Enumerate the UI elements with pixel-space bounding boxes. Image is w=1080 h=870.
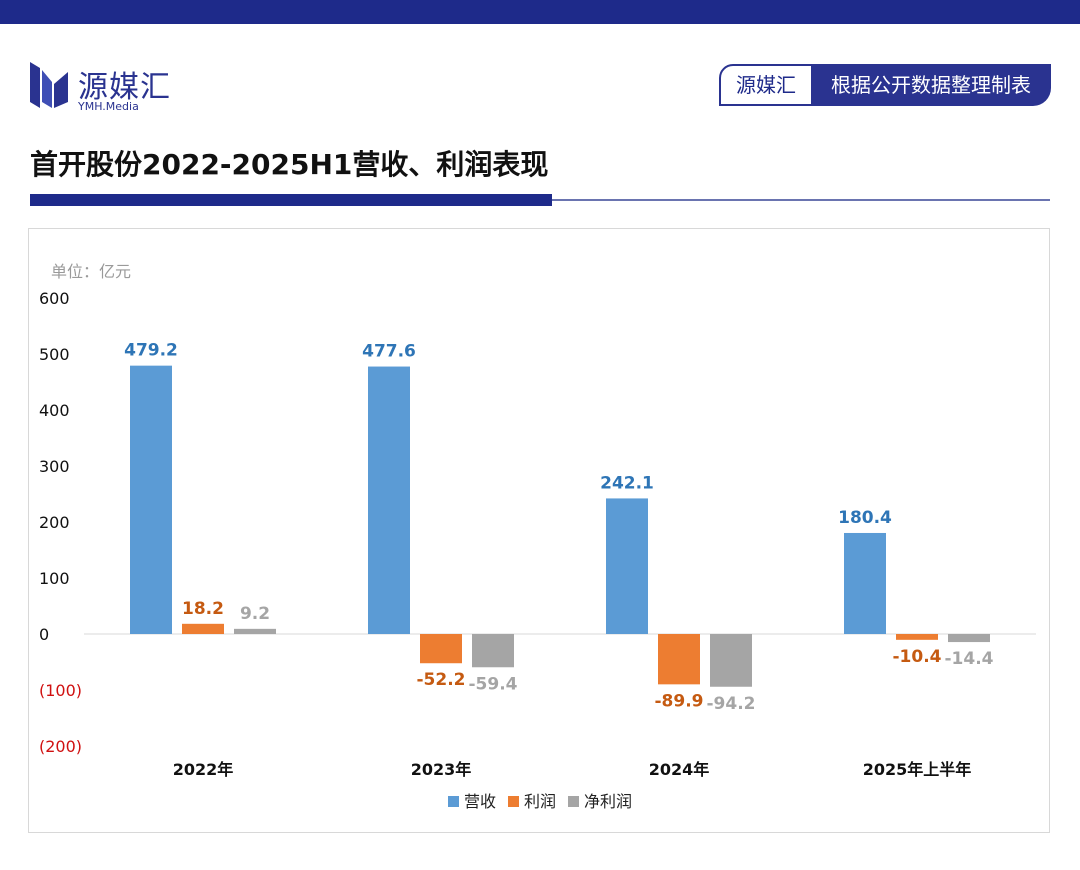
data-label-revenue: 477.6	[362, 342, 416, 362]
y-tick-label: 600	[39, 289, 70, 308]
data-label-net-profit: 9.2	[240, 604, 270, 624]
y-tick-label: 300	[39, 457, 70, 476]
source-badge-note: 根据公开数据整理制表	[811, 64, 1051, 106]
data-label-profit: -89.9	[655, 691, 704, 711]
legend-label-profit: 利润	[524, 792, 556, 811]
bar-profit	[420, 634, 462, 664]
data-label-profit: -10.4	[893, 647, 942, 667]
y-tick-label: 0	[39, 625, 49, 644]
bar-net-profit	[472, 634, 514, 668]
data-label-revenue: 479.2	[124, 341, 178, 361]
page-title: 首开股份2022-2025H1营收、利润表现	[30, 148, 549, 181]
unit-label: 单位：亿元	[51, 262, 131, 281]
bar-revenue	[844, 532, 886, 634]
x-category-label: 2023年	[411, 760, 472, 779]
bar-net-profit	[234, 628, 276, 634]
bar-profit	[896, 634, 938, 640]
legend-swatch-net-profit	[568, 796, 579, 807]
bar-profit	[658, 634, 700, 685]
bar-net-profit	[710, 634, 752, 687]
y-tick-label: 100	[39, 569, 70, 588]
data-label-revenue: 242.1	[600, 473, 654, 493]
brand-logo: 源媒汇 YMH.Media	[30, 60, 180, 113]
legend-swatch-profit	[508, 796, 519, 807]
legend-swatch-revenue	[448, 796, 459, 807]
y-tick-label: 200	[39, 513, 70, 532]
data-label-net-profit: -14.4	[945, 649, 994, 669]
data-label-net-profit: -94.2	[707, 694, 756, 714]
data-label-profit: -52.2	[417, 670, 466, 690]
data-label-profit: 18.2	[182, 599, 224, 619]
data-label-revenue: 180.4	[838, 508, 892, 528]
y-tick-label: (200)	[39, 737, 82, 756]
chart-panel: 单位：亿元 600 500 400 300 200 100 0 (100) (200) 479.…	[28, 228, 1050, 833]
title-underline	[30, 194, 552, 206]
top-banner	[0, 0, 1080, 24]
bar-net-profit	[948, 634, 990, 643]
bar-profit	[182, 623, 224, 634]
y-tick-label: 400	[39, 401, 70, 420]
bar-revenue	[130, 365, 172, 634]
y-tick-label: 500	[39, 345, 70, 364]
brand-mark-icon	[30, 62, 68, 108]
legend-label-revenue: 营收	[464, 792, 496, 811]
x-category-label: 2025年上半年	[863, 760, 972, 779]
x-category-label: 2024年	[649, 760, 710, 779]
x-category-label: 2022年	[173, 760, 234, 779]
bar-revenue	[606, 498, 648, 634]
bar-chart: 单位：亿元 600 500 400 300 200 100 0 (100) (200) 479.…	[39, 262, 1036, 811]
source-badge-brand: 源媒汇	[719, 64, 813, 106]
bar-revenue	[368, 366, 410, 634]
brand-subtitle: YMH.Media	[78, 100, 139, 113]
y-tick-label: (100)	[39, 681, 82, 700]
legend-label-net-profit: 净利润	[584, 792, 632, 811]
source-badge: 源媒汇 根据公开数据整理制表	[719, 64, 1051, 106]
title-divider	[552, 199, 1050, 201]
data-label-net-profit: -59.4	[469, 674, 518, 694]
brand-name: 源媒汇	[78, 70, 171, 105]
